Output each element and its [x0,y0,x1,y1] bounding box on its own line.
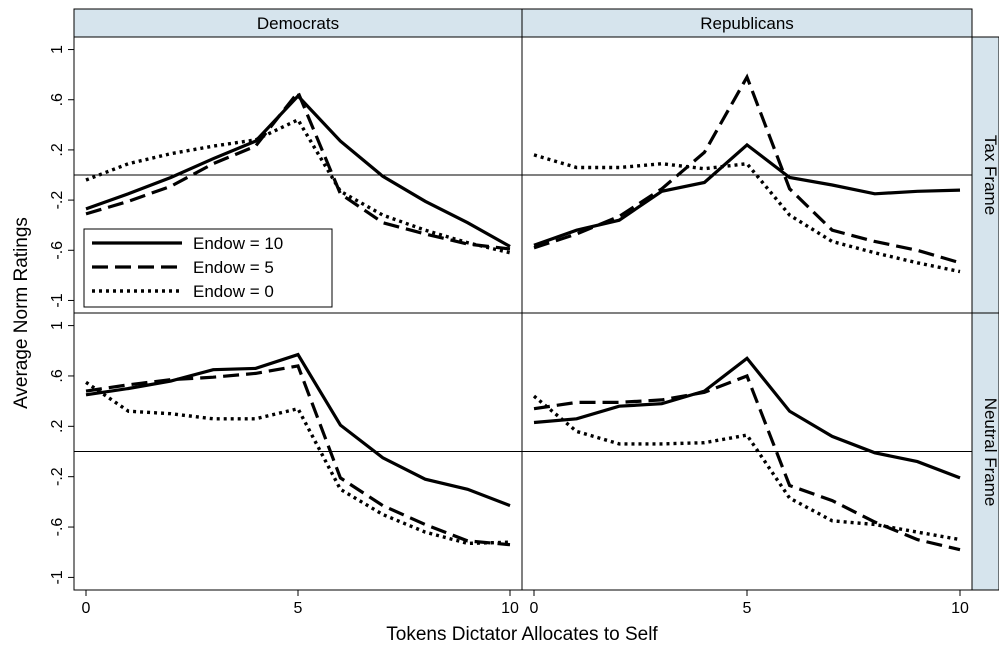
series-line-endow-0 [85,117,511,255]
y-tick-label: -.2 [49,191,66,210]
series-line-endow-5 [533,373,961,552]
strip-democrats [73,8,523,38]
y-tick-label: .6 [49,369,66,382]
series-line-endow-0 [532,394,961,542]
panel-republicans-tax-frame [521,36,973,314]
panel-republicans-neutral-frame: 0 5 10 [521,312,973,617]
x-tick-label: 0 [530,600,539,617]
panels: -1-.6-.2.2.61-1-.6-.2.2.610 5 10 0 5 10Endow … [49,36,973,617]
y-tick-label: -1 [49,293,66,307]
y-tick-label: -.6 [49,241,66,260]
legend-label: Endow = 0 [193,282,274,301]
strip-republicans [521,8,973,38]
x-tick-label: 5 [294,600,303,617]
x-axis-title: Tokens Dictator Allocates to Self [386,624,658,645]
y-tick-label: .2 [49,143,66,156]
y-tick-label: .6 [49,93,66,106]
strip-neutral-frame [971,312,999,591]
x-tick-label: 10 [501,600,519,617]
legend-label: Endow = 10 [193,234,283,253]
series-line-endow-0 [533,153,961,274]
panel-democrats-neutral-frame: -1-.6-.2.2.610 5 10 [49,312,523,617]
series-line-endow-10 [85,352,511,508]
y-tick-label: 1 [49,321,66,330]
strip-tax-frame [971,36,999,314]
series-line-endow-10 [533,356,961,480]
row-label-tax-frame: Tax Frame [981,135,999,215]
x-tick-label: 10 [951,600,969,617]
series-line-endow-5 [85,89,511,251]
series-line-endow-0 [85,380,511,546]
series-line-endow-5 [533,73,961,265]
y-tick-label: -.6 [49,518,66,537]
column-label-democrats: Democrats [257,14,339,33]
y-tick-label: 1 [49,45,66,54]
row-label-neutral-frame: Neutral Frame [981,398,999,507]
y-tick-label: -.2 [49,467,66,486]
series-line-endow-5 [85,364,511,547]
y-tick-label: -1 [49,570,66,584]
x-tick-label: 5 [743,600,752,617]
y-axis-title: Average Norm Ratings [11,217,32,409]
y-tick-label: .2 [49,420,66,433]
column-label-republicans: Republicans [700,14,794,33]
x-tick-label: 0 [82,600,91,617]
legend: Endow = 10 Endow = 5 Endow = 0 [83,228,333,308]
legend-label: Endow = 5 [193,258,274,277]
